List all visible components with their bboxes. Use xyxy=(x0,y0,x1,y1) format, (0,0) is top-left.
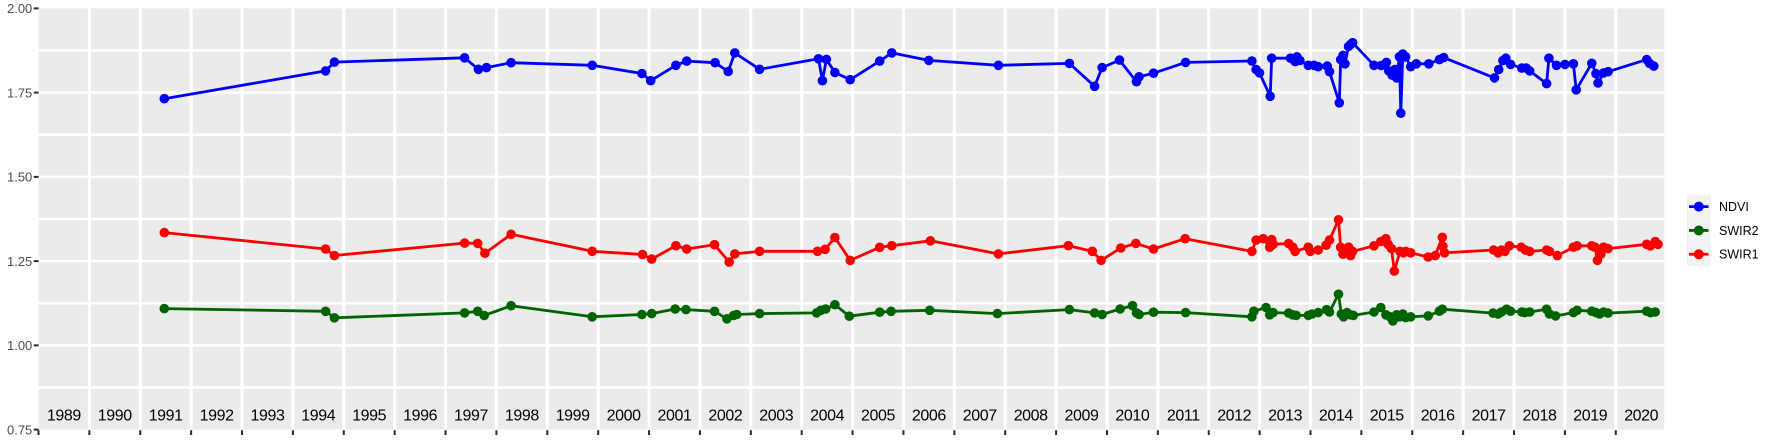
svg-text:1998: 1998 xyxy=(505,408,539,425)
svg-text:2014: 2014 xyxy=(1319,408,1353,425)
svg-text:2012: 2012 xyxy=(1217,408,1251,425)
svg-text:NDVI: NDVI xyxy=(1719,200,1749,214)
svg-text:2006: 2006 xyxy=(912,408,946,425)
svg-text:1996: 1996 xyxy=(403,408,437,425)
svg-text:1993: 1993 xyxy=(251,408,285,425)
svg-text:1997: 1997 xyxy=(454,408,488,425)
svg-text:1990: 1990 xyxy=(98,408,132,425)
svg-text:2015: 2015 xyxy=(1370,408,1404,425)
svg-text:1.75: 1.75 xyxy=(7,85,32,100)
svg-text:2016: 2016 xyxy=(1421,408,1455,425)
svg-text:2.00: 2.00 xyxy=(7,1,32,16)
svg-text:1992: 1992 xyxy=(200,408,234,425)
svg-text:0.75: 0.75 xyxy=(7,422,32,437)
svg-text:SWIR1: SWIR1 xyxy=(1719,248,1759,262)
svg-text:2013: 2013 xyxy=(1268,408,1302,425)
svg-text:2002: 2002 xyxy=(708,408,742,425)
svg-text:1.50: 1.50 xyxy=(7,170,32,185)
svg-text:2004: 2004 xyxy=(810,408,844,425)
svg-text:2011: 2011 xyxy=(1167,408,1200,425)
svg-text:1995: 1995 xyxy=(352,408,386,425)
svg-text:2018: 2018 xyxy=(1523,408,1557,425)
svg-text:2003: 2003 xyxy=(759,408,793,425)
svg-text:2010: 2010 xyxy=(1115,408,1149,425)
svg-text:1999: 1999 xyxy=(556,408,590,425)
svg-text:1991: 1991 xyxy=(149,408,183,425)
svg-text:2005: 2005 xyxy=(861,408,895,425)
svg-text:2017: 2017 xyxy=(1472,408,1506,425)
svg-text:2007: 2007 xyxy=(963,408,997,425)
svg-text:2000: 2000 xyxy=(607,408,641,425)
svg-text:1.00: 1.00 xyxy=(7,338,32,353)
svg-text:SWIR2: SWIR2 xyxy=(1719,224,1759,238)
svg-text:1.25: 1.25 xyxy=(7,254,32,269)
svg-text:2019: 2019 xyxy=(1573,408,1607,425)
svg-text:2001: 2001 xyxy=(658,408,692,425)
svg-text:2009: 2009 xyxy=(1065,408,1099,425)
svg-text:1989: 1989 xyxy=(47,408,81,425)
svg-text:2008: 2008 xyxy=(1014,408,1048,425)
svg-text:1994: 1994 xyxy=(301,408,335,425)
svg-text:2020: 2020 xyxy=(1624,408,1658,425)
